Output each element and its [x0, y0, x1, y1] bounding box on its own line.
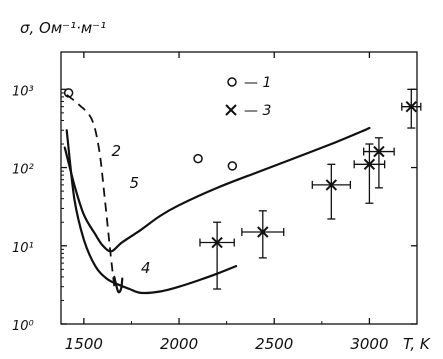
errorbar-point-3	[401, 88, 422, 129]
errorbar-point-3	[241, 210, 285, 259]
cross-marker	[325, 179, 338, 191]
cross-marker	[211, 236, 223, 249]
legend: — 1 — 3	[225, 75, 271, 119]
y-axis-label: σ, Ом⁻¹·м⁻¹	[20, 19, 106, 37]
x-tick-label: 2500	[255, 335, 293, 353]
curve-4	[65, 129, 238, 295]
curve-label-5: 5	[130, 174, 140, 192]
x-axis-label: T, K	[403, 335, 431, 353]
curves	[63, 94, 371, 295]
cross-marker	[405, 100, 417, 113]
curve-label-2: 2	[111, 142, 121, 160]
legend-cross-marker	[225, 104, 237, 116]
legend-circle-marker	[227, 77, 237, 87]
curve-5	[63, 126, 371, 253]
curve-2	[66, 94, 116, 287]
plot-border	[60, 51, 418, 325]
errorbar-point-3	[353, 143, 386, 204]
cross-marker	[363, 158, 376, 171]
errorbar-point-3	[199, 221, 235, 290]
y-tick-label: 10⁰	[12, 319, 35, 334]
circle-point-1	[193, 153, 203, 164]
axis-ticks	[61, 52, 417, 325]
y-tick-label: 10³	[12, 84, 34, 99]
y-tick-label: 10¹	[12, 241, 34, 256]
cross-marker	[373, 145, 385, 158]
x-tick-label: 3000	[350, 335, 388, 353]
circle-point-1	[63, 88, 74, 98]
data-markers	[63, 88, 422, 290]
x-tick-label: 2000	[160, 335, 198, 353]
errorbar-point-3	[311, 163, 352, 220]
plot-frame	[60, 51, 418, 325]
errorbar-point-3	[363, 137, 395, 189]
legend-label-1: — 1	[244, 75, 271, 91]
cross-marker	[257, 226, 269, 238]
curve-label-4: 4	[141, 259, 151, 277]
circle-point-1	[227, 161, 238, 171]
tick-labels: 10⁰ 10¹ 10² 10³ 1500 2000 2500 3000 2 4 5	[12, 84, 389, 353]
y-tick-label: 10²	[12, 163, 34, 178]
legend-label-3: — 3	[244, 103, 271, 119]
x-tick-label: 1500	[65, 335, 103, 353]
